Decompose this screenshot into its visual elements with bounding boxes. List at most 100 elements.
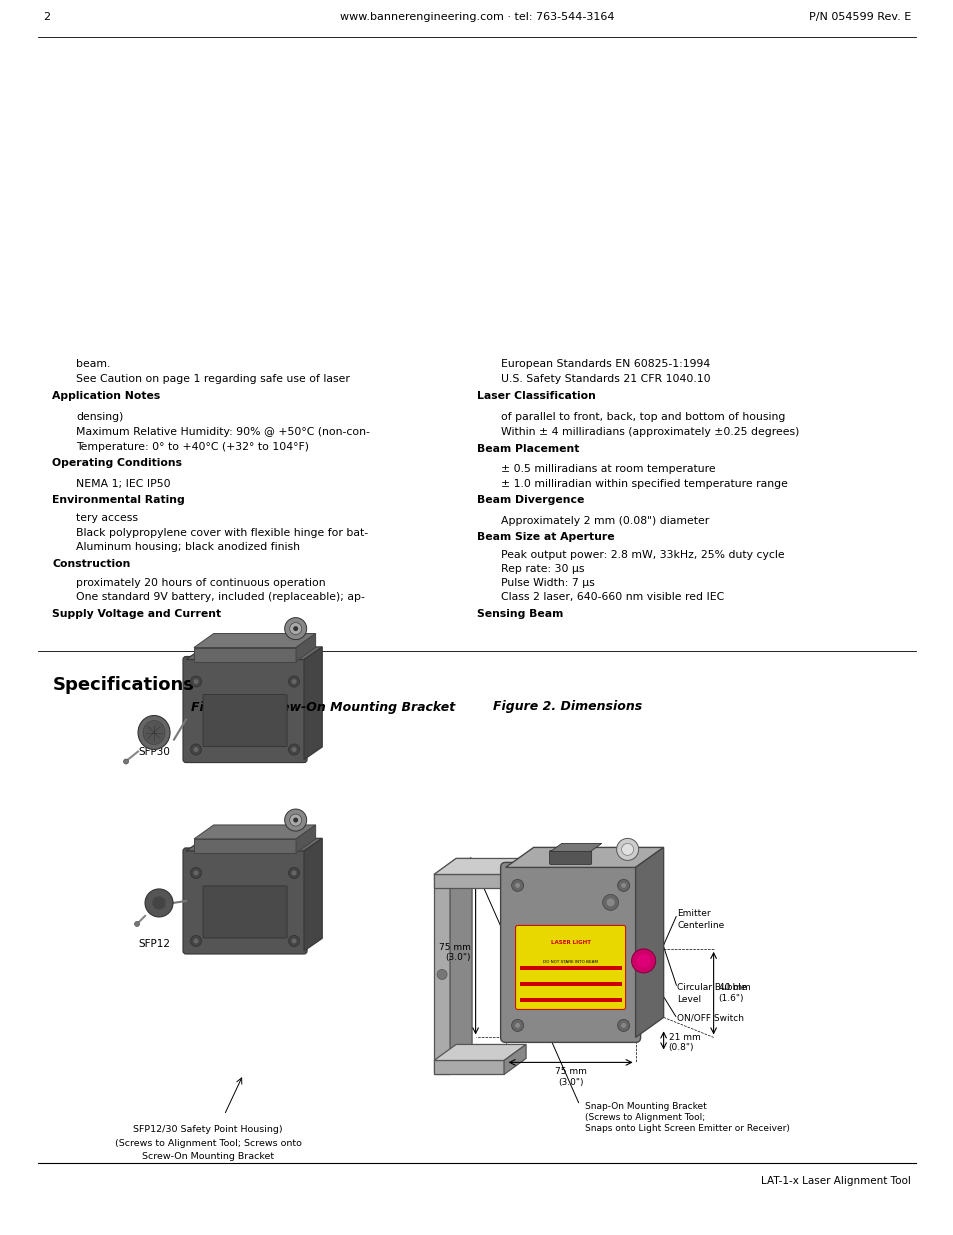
Text: Level: Level — [677, 995, 700, 1004]
Text: DO NOT STARE INTO BEAM: DO NOT STARE INTO BEAM — [542, 961, 598, 965]
FancyBboxPatch shape — [519, 967, 621, 971]
Circle shape — [191, 676, 201, 687]
Circle shape — [602, 894, 618, 910]
Circle shape — [193, 747, 198, 752]
Text: proximately 20 hours of continuous operation: proximately 20 hours of continuous opera… — [76, 578, 326, 588]
Polygon shape — [434, 874, 503, 888]
Polygon shape — [193, 825, 315, 839]
Text: Specifications: Specifications — [52, 676, 194, 694]
FancyBboxPatch shape — [519, 982, 621, 987]
Polygon shape — [304, 647, 322, 760]
Text: Figure 1. Screw-On Mounting Bracket: Figure 1. Screw-On Mounting Bracket — [191, 701, 455, 715]
Circle shape — [191, 935, 201, 946]
Text: Environmental Rating: Environmental Rating — [52, 495, 185, 505]
Text: Laser Classification: Laser Classification — [476, 391, 596, 401]
Circle shape — [288, 676, 299, 687]
Circle shape — [284, 809, 306, 831]
Circle shape — [191, 867, 201, 878]
Circle shape — [620, 883, 625, 888]
Text: tery access: tery access — [76, 514, 138, 524]
Circle shape — [288, 867, 299, 878]
Text: See Caution on page 1 regarding safe use of laser: See Caution on page 1 regarding safe use… — [76, 374, 350, 384]
FancyBboxPatch shape — [515, 925, 625, 1009]
Text: European Standards EN 60825-1:1994: European Standards EN 60825-1:1994 — [500, 359, 709, 369]
Text: www.bannerengineering.com · tel: 763-544-3164: www.bannerengineering.com · tel: 763-544… — [339, 12, 614, 22]
FancyBboxPatch shape — [519, 998, 621, 1003]
Text: Centerline: Centerline — [677, 921, 724, 930]
Circle shape — [511, 1019, 523, 1031]
Circle shape — [193, 939, 198, 944]
Polygon shape — [434, 858, 525, 874]
Text: SFP30: SFP30 — [138, 747, 170, 757]
Polygon shape — [186, 647, 322, 659]
Text: ± 0.5 milliradians at room temperature: ± 0.5 milliradians at room temperature — [500, 464, 715, 474]
Text: 21 mm
(0.8"): 21 mm (0.8") — [668, 1032, 700, 1052]
Text: 40 mm
(1.6"): 40 mm (1.6") — [718, 983, 750, 1003]
Polygon shape — [434, 1045, 525, 1061]
Text: Beam Placement: Beam Placement — [476, 445, 578, 454]
Text: Construction: Construction — [52, 558, 131, 569]
Text: Class 2 laser, 640-660 nm visible red IEC: Class 2 laser, 640-660 nm visible red IE… — [500, 593, 723, 603]
FancyBboxPatch shape — [519, 990, 621, 994]
Polygon shape — [635, 847, 663, 1037]
Polygon shape — [193, 634, 315, 647]
Text: ON/OFF Switch: ON/OFF Switch — [677, 1014, 743, 1023]
Polygon shape — [186, 839, 322, 851]
Text: Supply Voltage and Current: Supply Voltage and Current — [52, 610, 221, 620]
Text: LASER LIGHT: LASER LIGHT — [550, 940, 590, 945]
Text: Within ± 4 milliradians (approximately ±0.25 degrees): Within ± 4 milliradians (approximately ±… — [500, 426, 799, 437]
Circle shape — [621, 844, 633, 856]
Polygon shape — [505, 847, 663, 867]
Text: Peak output power: 2.8 mW, 33kHz, 25% duty cycle: Peak output power: 2.8 mW, 33kHz, 25% du… — [500, 551, 783, 561]
Circle shape — [617, 879, 629, 892]
Circle shape — [515, 883, 519, 888]
Text: SFP12/30 Safety Point Housing): SFP12/30 Safety Point Housing) — [133, 1125, 282, 1134]
Polygon shape — [434, 858, 472, 874]
Circle shape — [292, 871, 296, 876]
Text: Maximum Relative Humidity: 90% @ +50°C (non-con-: Maximum Relative Humidity: 90% @ +50°C (… — [76, 426, 370, 437]
Polygon shape — [304, 839, 322, 951]
Text: Figure 2. Dimensions: Figure 2. Dimensions — [493, 700, 641, 714]
Circle shape — [191, 743, 201, 755]
Text: Approximately 2 mm (0.08") diameter: Approximately 2 mm (0.08") diameter — [500, 516, 708, 526]
Polygon shape — [295, 634, 315, 662]
Text: Snaps onto Light Screen Emitter or Receiver): Snaps onto Light Screen Emitter or Recei… — [584, 1124, 789, 1134]
Text: Rep rate: 30 μs: Rep rate: 30 μs — [500, 564, 584, 574]
Circle shape — [292, 747, 296, 752]
Circle shape — [284, 618, 306, 640]
FancyBboxPatch shape — [183, 657, 307, 762]
Text: Temperature: 0° to +40°C (+32° to 104°F): Temperature: 0° to +40°C (+32° to 104°F) — [76, 441, 309, 452]
Circle shape — [636, 953, 650, 968]
Ellipse shape — [138, 715, 170, 750]
Text: Black polypropylene cover with flexible hinge for bat-: Black polypropylene cover with flexible … — [76, 529, 368, 538]
Circle shape — [123, 760, 129, 764]
Text: Sensing Beam: Sensing Beam — [476, 610, 563, 620]
FancyBboxPatch shape — [519, 974, 621, 978]
Text: of parallel to front, back, top and bottom of housing: of parallel to front, back, top and bott… — [500, 412, 784, 422]
Text: LAT-1-x Laser Alignment Tool: LAT-1-x Laser Alignment Tool — [760, 1176, 910, 1186]
Polygon shape — [193, 647, 295, 662]
Circle shape — [616, 839, 638, 861]
Text: Snap-On Mounting Bracket: Snap-On Mounting Bracket — [584, 1103, 706, 1112]
Circle shape — [145, 889, 172, 916]
FancyBboxPatch shape — [203, 885, 287, 937]
Polygon shape — [434, 1061, 503, 1074]
Text: Emitter: Emitter — [677, 909, 710, 918]
Circle shape — [631, 948, 655, 973]
Circle shape — [193, 871, 198, 876]
Polygon shape — [434, 874, 450, 1074]
FancyBboxPatch shape — [549, 851, 591, 864]
Polygon shape — [450, 858, 472, 1074]
Text: Beam Size at Aperture: Beam Size at Aperture — [476, 532, 614, 542]
Text: Aluminum housing; black anodized finish: Aluminum housing; black anodized finish — [76, 542, 300, 552]
Circle shape — [288, 743, 299, 755]
Text: 2: 2 — [43, 12, 50, 22]
Circle shape — [293, 626, 298, 631]
Text: Operating Conditions: Operating Conditions — [52, 458, 182, 468]
Text: beam.: beam. — [76, 359, 111, 369]
Text: One standard 9V battery, included (replaceable); ap-: One standard 9V battery, included (repla… — [76, 593, 365, 603]
Circle shape — [134, 921, 139, 926]
Text: (Screws to Alignment Tool;: (Screws to Alignment Tool; — [584, 1113, 704, 1123]
Text: P/N 054599 Rev. E: P/N 054599 Rev. E — [808, 12, 910, 22]
Polygon shape — [295, 825, 315, 853]
